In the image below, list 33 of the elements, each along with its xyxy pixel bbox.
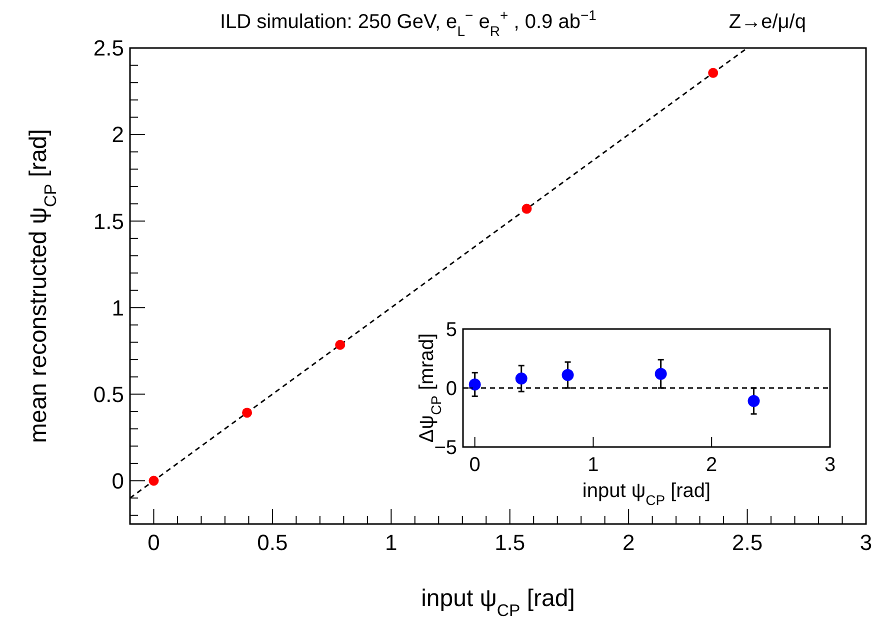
- x-tick-label: 1: [588, 454, 599, 476]
- point: [148, 476, 159, 486]
- point: [242, 408, 252, 418]
- x-tick-label: 1.5: [494, 530, 526, 555]
- text: Z→e/μ/q: [728, 11, 806, 33]
- point: [515, 372, 528, 385]
- point: [522, 204, 532, 214]
- x-tick-label: 0: [148, 530, 160, 555]
- y-tick-label: 1: [112, 295, 124, 320]
- y-tick-label: 5: [446, 319, 457, 341]
- x-axis-title: input ψ$_{CP}$ [rad]: [421, 585, 575, 620]
- x-tick-label: 3: [860, 530, 872, 555]
- y-tick-label: 0.5: [93, 382, 124, 407]
- x-axis-title: input ψ$_{CP}$ [rad]: [582, 480, 711, 508]
- point: [562, 369, 574, 382]
- y-tick-label: −5: [434, 437, 457, 459]
- x-tick-label: 2.5: [732, 530, 763, 555]
- chart-title: ILD simulation: 250 GeV, e$_{L}$$^{−}$ e$_{R}$$^{+}$ , 0.9 ab$^{−1}$: [220, 7, 597, 39]
- point: [748, 394, 760, 407]
- y-tick-label: 1.5: [93, 208, 124, 234]
- point: [708, 68, 718, 78]
- x-tick-label: 2: [706, 454, 718, 476]
- x-tick-label: 2: [622, 530, 635, 555]
- y-tick-label: 2: [112, 122, 124, 148]
- y-tick-label: 0: [446, 378, 457, 400]
- point: [335, 340, 346, 350]
- point: [654, 368, 667, 380]
- x-tick-label: 0: [469, 454, 480, 476]
- y-tick-label: 2.5: [93, 36, 124, 61]
- x-tick-label: 1: [385, 530, 398, 555]
- point: [468, 378, 481, 390]
- x-tick-label: 0.5: [257, 530, 288, 555]
- x-tick-label: 3: [824, 454, 836, 476]
